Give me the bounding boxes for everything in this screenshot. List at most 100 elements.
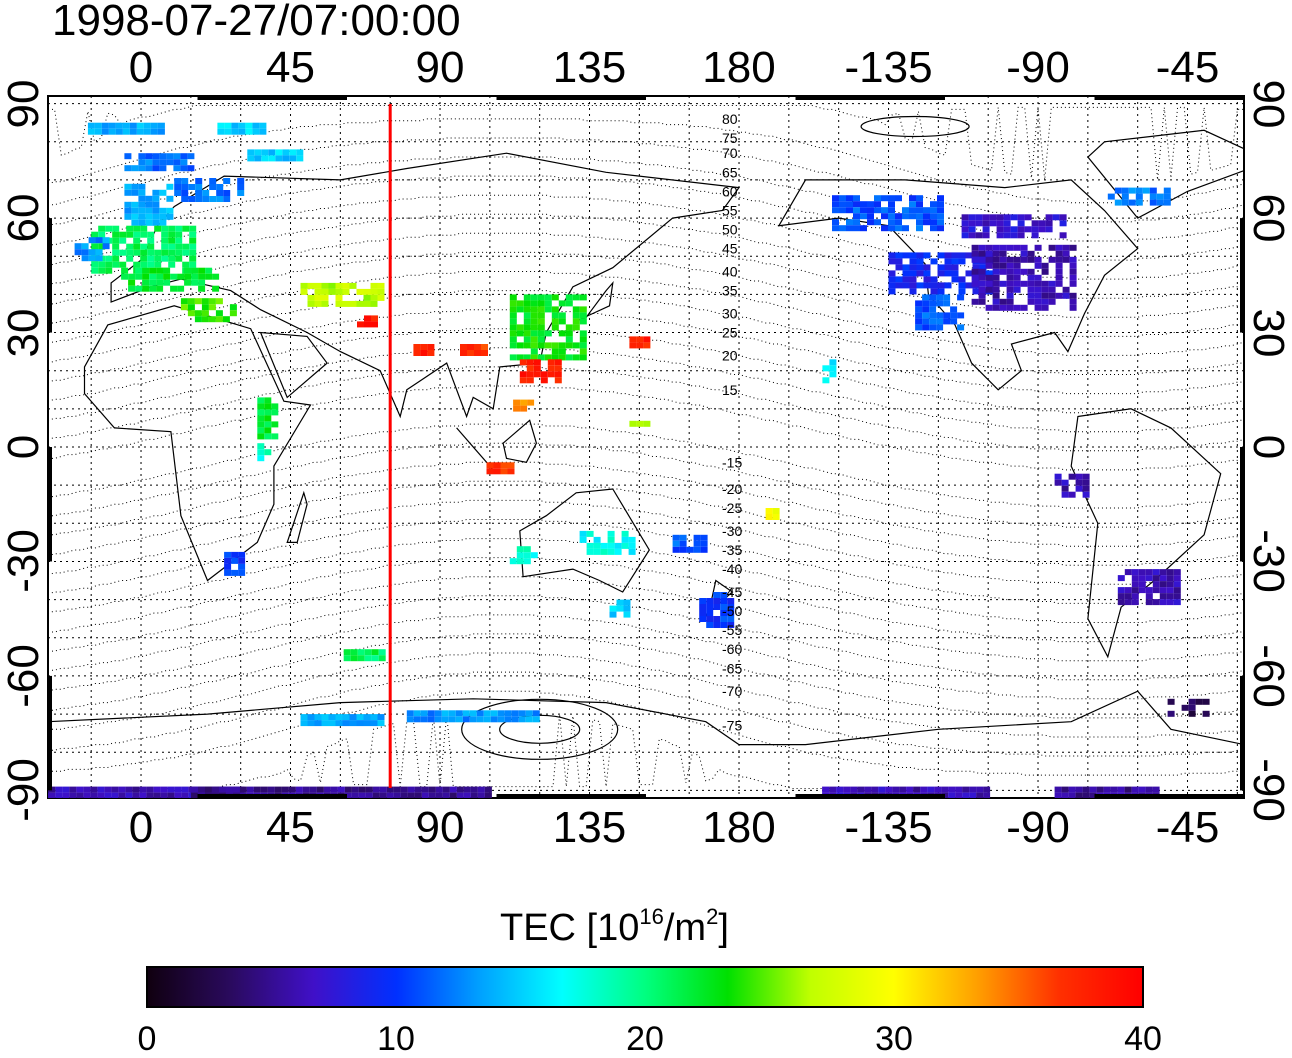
tec-cell — [930, 213, 937, 220]
tec-cell — [937, 201, 944, 208]
tec-cell — [321, 714, 329, 721]
tec-cell — [992, 274, 1000, 281]
tec-cell — [554, 365, 562, 372]
coastline — [502, 419, 538, 463]
tec-cell — [140, 255, 148, 262]
magnetic-contour — [48, 519, 1244, 604]
tec-cell — [895, 264, 903, 271]
tec-cell — [95, 237, 103, 244]
tec-cell — [490, 710, 498, 717]
tec-cell — [154, 249, 162, 256]
tec-cell — [523, 336, 531, 343]
tec-cell — [978, 244, 986, 251]
tec-cell — [62, 792, 70, 798]
tec-cell — [483, 710, 491, 717]
tec-cell — [138, 213, 146, 220]
tec-cell — [493, 462, 501, 469]
tec-cell — [978, 256, 986, 263]
tec-cell — [1159, 581, 1167, 588]
tec-cell — [916, 207, 923, 214]
tec-cell — [1152, 575, 1160, 582]
tec-cell — [152, 189, 160, 196]
tec-cell — [142, 285, 150, 292]
tec-cell — [572, 354, 580, 361]
tec-cell — [961, 232, 969, 239]
tec-cell — [537, 306, 545, 313]
tec-cell — [231, 122, 239, 129]
tec-cell — [139, 786, 147, 793]
tec-cell — [275, 149, 283, 156]
tec-cell — [679, 534, 687, 541]
latitude-tick-right: 60 — [1244, 193, 1292, 243]
tec-cell — [554, 359, 562, 366]
tec-cell — [268, 149, 276, 156]
tec-cell — [822, 377, 830, 384]
tec-cell — [94, 122, 102, 129]
tec-cell — [1061, 491, 1069, 498]
tec-cell — [1082, 485, 1090, 492]
tec-cell — [112, 225, 120, 232]
tec-cell — [257, 403, 265, 410]
tec-cell — [930, 225, 937, 232]
tec-cell — [985, 274, 993, 281]
tec-cell — [929, 312, 937, 319]
tec-cell — [102, 237, 110, 244]
tec-cell — [1131, 575, 1139, 582]
tec-cell — [916, 264, 924, 271]
tec-cell — [307, 282, 315, 289]
tec-cell — [509, 300, 517, 307]
tec-cell — [530, 294, 538, 301]
tec-cell — [257, 397, 265, 404]
tec-cell — [1013, 244, 1021, 251]
tec-cell — [191, 267, 199, 274]
tec-cell — [1082, 792, 1090, 798]
tec-cell — [579, 354, 587, 361]
tec-cell — [55, 792, 63, 798]
colorbar-tick: 40 — [1124, 1020, 1162, 1058]
tec-cell — [909, 276, 917, 283]
tec-cell — [138, 207, 146, 214]
magnetic-latitude-label: -25 — [722, 500, 742, 516]
tec-cell — [1075, 786, 1083, 793]
tec-cell — [978, 268, 986, 275]
tec-cell — [906, 786, 914, 793]
tec-cell — [700, 546, 708, 553]
tec-cell — [530, 552, 538, 559]
tec-cell — [523, 324, 531, 331]
tec-cell — [201, 316, 209, 323]
tec-cell — [257, 409, 265, 416]
tec-cell — [509, 324, 517, 331]
tec-cell — [223, 196, 231, 202]
tec-cell — [131, 219, 139, 226]
tec-cell — [1034, 256, 1042, 263]
tec-cell — [1027, 286, 1035, 293]
tec-cell — [118, 786, 126, 793]
bottom-axis-bar — [197, 794, 347, 799]
tec-cell — [1124, 569, 1132, 576]
tec-cell — [205, 273, 213, 280]
tec-cell — [916, 219, 923, 226]
tec-cell — [992, 256, 1000, 263]
tec-cell — [509, 354, 517, 361]
tec-cell — [916, 213, 923, 220]
tec-cell — [138, 153, 146, 160]
tec-cell — [706, 616, 714, 622]
tec-cell — [551, 312, 559, 319]
tec-cell — [530, 348, 538, 355]
tec-cell — [1034, 298, 1042, 305]
tec-cell — [128, 285, 136, 292]
tec-cell — [175, 255, 183, 262]
tec-cell — [131, 207, 139, 214]
tec-cell — [516, 306, 524, 313]
tec-cell — [378, 649, 386, 656]
tec-cell — [208, 298, 216, 305]
tec-cell — [218, 786, 226, 793]
tec-cell — [111, 792, 119, 798]
tec-cell — [537, 300, 545, 307]
tec-cell — [989, 214, 997, 221]
tec-cell — [937, 288, 945, 295]
tec-cell — [895, 213, 902, 220]
tec-cell — [600, 542, 608, 549]
tec-cell — [168, 225, 176, 232]
tec-cell — [224, 128, 232, 135]
